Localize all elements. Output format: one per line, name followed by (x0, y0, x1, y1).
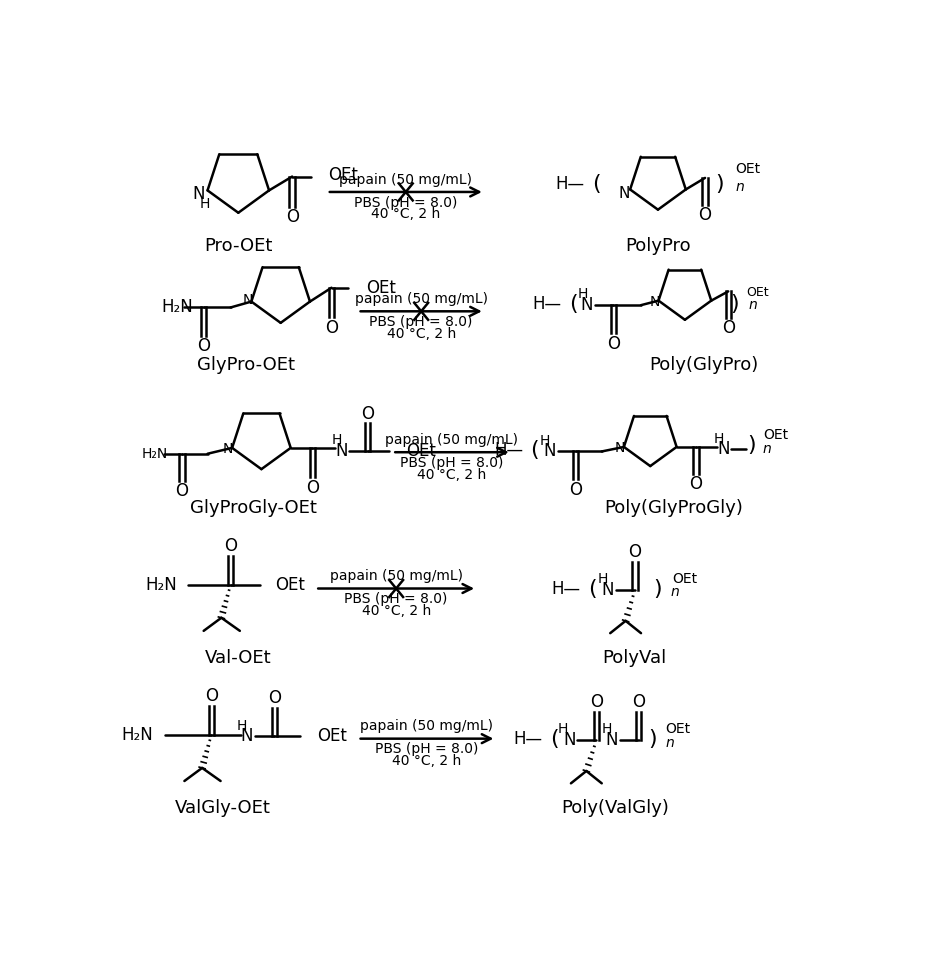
Text: N: N (606, 731, 618, 749)
Text: OEt: OEt (328, 166, 358, 184)
Text: ): ) (731, 293, 739, 313)
Text: Pro-OEt: Pro-OEt (204, 237, 272, 255)
Text: O: O (633, 693, 646, 711)
Text: papain (50 mg/mL): papain (50 mg/mL) (329, 569, 463, 583)
Text: (: ( (550, 729, 558, 748)
Text: O: O (590, 693, 603, 711)
Text: O: O (205, 687, 218, 705)
Text: O: O (175, 482, 188, 500)
Text: (: ( (531, 440, 539, 460)
Text: 40 °C, 2 h: 40 °C, 2 h (417, 468, 487, 482)
Text: OEt: OEt (275, 576, 305, 594)
Text: ): ) (654, 579, 662, 599)
Text: N: N (192, 185, 204, 203)
Text: PolyPro: PolyPro (625, 237, 690, 255)
Text: H—: H— (551, 580, 581, 598)
Text: OEt: OEt (406, 442, 436, 460)
Text: papain (50 mg/mL): papain (50 mg/mL) (340, 172, 472, 187)
Text: ValGly-OEt: ValGly-OEt (175, 799, 271, 817)
Text: PBS (pH = 8.0): PBS (pH = 8.0) (355, 195, 457, 210)
Text: O: O (361, 405, 374, 423)
Text: ): ) (716, 174, 724, 194)
Text: H—: H— (494, 441, 523, 459)
Text: (: ( (569, 293, 578, 313)
Text: O: O (689, 475, 703, 492)
Text: H₂N: H₂N (142, 446, 168, 461)
Text: Val-OEt: Val-OEt (205, 649, 272, 667)
Text: H₂N: H₂N (145, 576, 176, 594)
Text: GlyPro-OEt: GlyPro-OEt (197, 356, 295, 375)
Text: papain (50 mg/mL): papain (50 mg/mL) (385, 433, 519, 446)
Text: O: O (285, 208, 299, 226)
Text: H: H (200, 197, 211, 212)
Text: OEt: OEt (317, 727, 347, 745)
Text: H: H (332, 433, 342, 447)
Text: PolyVal: PolyVal (603, 649, 667, 667)
Text: N: N (223, 443, 233, 456)
Text: N: N (602, 582, 614, 599)
Text: H: H (539, 434, 550, 447)
Text: OEt: OEt (672, 572, 697, 586)
Text: N: N (335, 442, 348, 460)
Text: OEt: OEt (746, 285, 769, 299)
Text: H₂N: H₂N (122, 726, 154, 743)
Text: O: O (569, 481, 582, 499)
Text: H: H (714, 432, 724, 446)
Text: papain (50 mg/mL): papain (50 mg/mL) (360, 719, 494, 733)
Text: n: n (671, 585, 679, 600)
Text: 40 °C, 2 h: 40 °C, 2 h (393, 754, 462, 768)
Text: O: O (628, 542, 641, 560)
Text: OEt: OEt (665, 722, 690, 737)
Text: GlyProGly-OEt: GlyProGly-OEt (190, 499, 317, 516)
Text: N: N (615, 442, 625, 455)
Text: OEt: OEt (366, 279, 396, 297)
Text: OEt: OEt (763, 428, 788, 443)
Text: H: H (597, 572, 607, 586)
Text: PBS (pH = 8.0): PBS (pH = 8.0) (400, 456, 504, 470)
Text: O: O (722, 319, 734, 336)
Text: PBS (pH = 8.0): PBS (pH = 8.0) (344, 592, 448, 606)
Text: O: O (224, 537, 237, 555)
Text: H: H (558, 722, 568, 737)
Text: n: n (665, 736, 674, 749)
Text: Poly(GlyPro): Poly(GlyPro) (649, 356, 759, 375)
Text: ): ) (648, 729, 657, 748)
Text: Poly(GlyProGly): Poly(GlyProGly) (604, 499, 743, 516)
Text: H: H (237, 718, 247, 733)
Text: 40 °C, 2 h: 40 °C, 2 h (361, 604, 431, 618)
Text: N: N (717, 441, 730, 458)
Text: N: N (564, 731, 576, 749)
Text: O: O (268, 689, 281, 707)
Text: 40 °C, 2 h: 40 °C, 2 h (386, 327, 456, 341)
Text: N: N (619, 186, 630, 201)
Text: OEt: OEt (735, 162, 760, 176)
Text: N: N (241, 727, 253, 745)
Text: H—: H— (533, 295, 562, 312)
Text: n: n (762, 443, 771, 456)
Text: N: N (543, 443, 556, 461)
Text: O: O (325, 319, 338, 337)
Text: n: n (736, 179, 745, 194)
Text: 40 °C, 2 h: 40 °C, 2 h (371, 207, 440, 221)
Text: N: N (581, 296, 593, 314)
Text: PBS (pH = 8.0): PBS (pH = 8.0) (369, 315, 473, 330)
Text: H—: H— (513, 730, 542, 747)
Text: O: O (306, 479, 319, 497)
Text: H: H (601, 722, 611, 737)
Text: H—: H— (556, 175, 585, 194)
Text: (: ( (592, 174, 601, 194)
Text: Poly(ValGly): Poly(ValGly) (562, 799, 670, 817)
Text: PBS (pH = 8.0): PBS (pH = 8.0) (375, 742, 479, 757)
Text: H₂N: H₂N (161, 299, 193, 316)
Text: O: O (197, 337, 210, 355)
Text: O: O (606, 334, 620, 353)
Text: N: N (649, 295, 660, 309)
Text: H: H (578, 287, 588, 302)
Text: N: N (243, 293, 253, 307)
Text: n: n (748, 298, 757, 312)
Text: papain (50 mg/mL): papain (50 mg/mL) (355, 292, 488, 306)
Text: ): ) (747, 435, 756, 455)
Text: (: ( (588, 579, 597, 599)
Text: O: O (699, 206, 712, 224)
